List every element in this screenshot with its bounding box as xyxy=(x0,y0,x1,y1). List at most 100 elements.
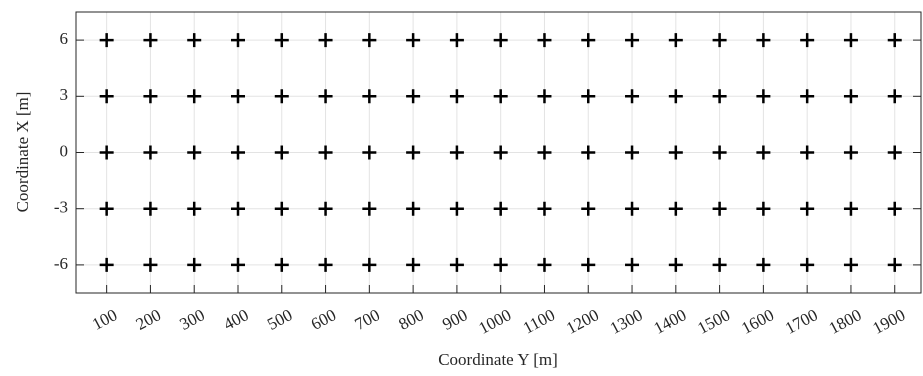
point xyxy=(449,257,464,272)
y-axis-label: Coordinate X [m] xyxy=(13,92,32,213)
point xyxy=(887,201,902,216)
point xyxy=(449,145,464,160)
point xyxy=(712,257,727,272)
x-tick-label: 1400 xyxy=(651,305,690,338)
point xyxy=(537,33,552,48)
x-tick-label: 1500 xyxy=(694,305,733,338)
point xyxy=(187,33,202,48)
y-tick-label: 3 xyxy=(60,85,69,104)
x-tick-label: 300 xyxy=(176,305,207,334)
point xyxy=(756,201,771,216)
point xyxy=(581,257,596,272)
x-tick-label: 500 xyxy=(264,305,295,334)
x-tick-label: 1800 xyxy=(826,305,865,338)
point xyxy=(143,201,158,216)
point xyxy=(99,89,114,104)
y-tick-label: -6 xyxy=(54,254,68,273)
point xyxy=(493,201,508,216)
x-tick-label: 600 xyxy=(308,305,339,334)
point xyxy=(668,257,683,272)
point xyxy=(537,257,552,272)
point xyxy=(537,89,552,104)
point xyxy=(187,201,202,216)
point xyxy=(143,257,158,272)
point xyxy=(318,257,333,272)
point xyxy=(581,89,596,104)
point xyxy=(187,145,202,160)
point xyxy=(756,257,771,272)
point xyxy=(274,257,289,272)
point xyxy=(143,33,158,48)
point xyxy=(800,201,815,216)
point xyxy=(493,257,508,272)
point xyxy=(581,201,596,216)
point xyxy=(406,145,421,160)
x-tick-label: 1200 xyxy=(563,305,602,338)
y-tick-label: 0 xyxy=(60,141,69,160)
point xyxy=(362,201,377,216)
point xyxy=(406,201,421,216)
point xyxy=(537,145,552,160)
point xyxy=(143,89,158,104)
point xyxy=(887,145,902,160)
x-tick-label: 900 xyxy=(439,305,470,334)
point xyxy=(800,33,815,48)
point xyxy=(668,201,683,216)
point xyxy=(449,89,464,104)
x-tick-label: 1000 xyxy=(475,305,514,338)
x-tick-label: 800 xyxy=(395,305,426,334)
point xyxy=(843,145,858,160)
x-tick-label: 200 xyxy=(133,305,164,334)
x-axis-label: Coordinate Y [m] xyxy=(438,350,558,369)
point xyxy=(668,145,683,160)
point xyxy=(581,145,596,160)
point xyxy=(537,201,552,216)
x-tick-label: 1100 xyxy=(520,305,558,337)
point xyxy=(362,33,377,48)
point xyxy=(274,89,289,104)
x-tick-label: 400 xyxy=(220,305,251,334)
point xyxy=(187,89,202,104)
point xyxy=(800,89,815,104)
point xyxy=(756,33,771,48)
x-tick-label: 100 xyxy=(89,305,120,334)
point xyxy=(493,33,508,48)
point xyxy=(318,145,333,160)
x-tick-label: 1700 xyxy=(782,305,821,338)
plot-frame xyxy=(75,11,922,294)
point xyxy=(843,89,858,104)
point xyxy=(99,257,114,272)
point xyxy=(843,257,858,272)
point xyxy=(99,201,114,216)
point xyxy=(406,89,421,104)
point xyxy=(756,145,771,160)
point xyxy=(625,201,640,216)
point xyxy=(625,33,640,48)
point xyxy=(625,89,640,104)
point xyxy=(625,145,640,160)
point xyxy=(406,33,421,48)
x-tick-label: 1900 xyxy=(870,305,909,338)
point xyxy=(230,257,245,272)
point xyxy=(318,201,333,216)
point xyxy=(406,257,421,272)
x-tick-label: 700 xyxy=(352,305,383,334)
point xyxy=(318,89,333,104)
x-tick-label: 1300 xyxy=(607,305,646,338)
point xyxy=(493,89,508,104)
y-tick-label: -3 xyxy=(54,198,68,217)
point xyxy=(99,33,114,48)
x-tick-label: 1600 xyxy=(738,305,777,338)
point xyxy=(143,145,158,160)
point xyxy=(318,33,333,48)
point xyxy=(800,257,815,272)
point xyxy=(362,257,377,272)
point xyxy=(843,33,858,48)
point xyxy=(712,33,727,48)
point xyxy=(668,33,683,48)
point xyxy=(230,89,245,104)
point xyxy=(230,201,245,216)
point xyxy=(274,33,289,48)
point xyxy=(668,89,683,104)
